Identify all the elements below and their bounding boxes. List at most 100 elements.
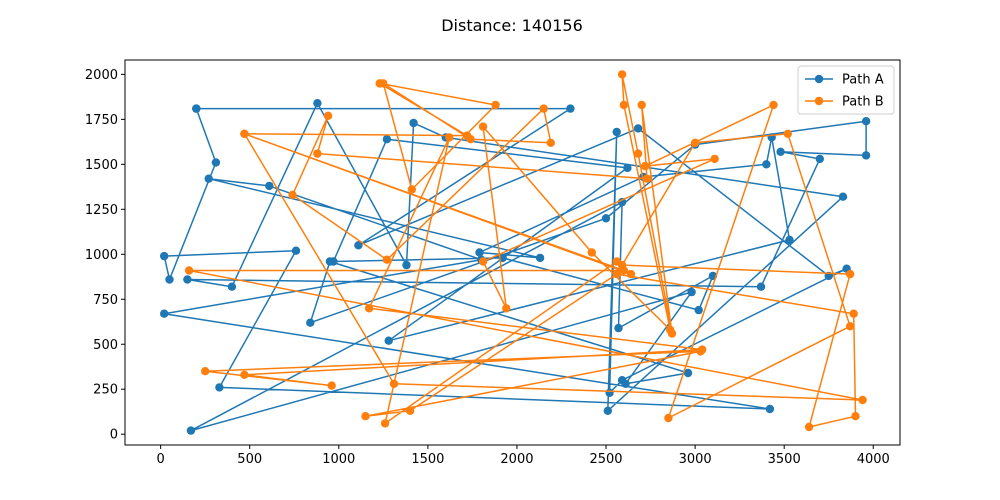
data-point: [265, 181, 274, 191]
data-point: [698, 345, 707, 354]
legend-label: Path A: [842, 73, 884, 88]
data-point: [710, 154, 719, 164]
data-point: [605, 388, 614, 397]
data-point: [861, 151, 871, 160]
data-point: [765, 404, 775, 414]
data-point: [165, 275, 174, 284]
data-point: [617, 70, 627, 79]
series-b: [184, 70, 867, 432]
data-point: [364, 304, 374, 313]
data-point: [535, 253, 545, 263]
legend-label: Path B: [842, 95, 884, 110]
data-point: [614, 323, 623, 333]
y-axis: 0 250 500 750 1000 1250 1500 1750 2000: [85, 68, 125, 443]
data-point: [861, 117, 871, 126]
y-tick-label: 250: [93, 383, 118, 398]
data-point: [382, 135, 392, 144]
data-point: [612, 269, 621, 279]
data-point: [478, 122, 488, 131]
data-point: [641, 161, 650, 171]
x-tick-label: 500: [237, 452, 262, 467]
data-point: [313, 149, 322, 158]
data-point: [409, 118, 418, 128]
data-point: [389, 379, 399, 388]
y-tick-label: 1500: [85, 158, 118, 173]
series-layer: [160, 70, 871, 435]
data-point: [633, 124, 643, 133]
y-tick-label: 500: [93, 338, 118, 353]
x-tick-label: 0: [156, 452, 164, 467]
data-point: [642, 174, 652, 183]
data-point: [849, 309, 858, 318]
data-point: [478, 257, 488, 266]
data-point: [633, 149, 643, 158]
x-tick-label: 2000: [500, 452, 533, 467]
data-point: [407, 185, 416, 194]
data-point: [566, 104, 575, 113]
data-point: [619, 266, 629, 275]
data-point: [845, 322, 855, 331]
data-point: [288, 190, 297, 200]
data-point: [384, 336, 393, 345]
data-point: [769, 100, 778, 110]
data-point: [160, 309, 169, 318]
data-point: [211, 158, 221, 167]
x-tick-label: 2500: [589, 452, 622, 467]
data-point: [858, 395, 867, 405]
data-point: [621, 379, 630, 388]
data-point: [683, 368, 693, 378]
x-tick-label: 4000: [857, 452, 890, 467]
data-point: [306, 318, 315, 327]
data-point: [637, 100, 646, 110]
data-point: [851, 412, 860, 421]
data-point: [601, 214, 611, 223]
data-point: [184, 266, 194, 275]
x-tick-label: 1500: [411, 452, 444, 467]
x-tick-label: 1000: [322, 452, 355, 467]
data-point: [804, 422, 814, 432]
data-point: [762, 160, 771, 169]
legend-marker: [814, 96, 824, 106]
data-point: [361, 412, 370, 421]
data-point: [815, 154, 824, 164]
data-point: [623, 163, 632, 173]
data-point: [192, 104, 201, 113]
data-point: [838, 192, 848, 201]
data-point: [475, 248, 484, 257]
data-point: [491, 100, 500, 110]
data-point: [329, 257, 338, 266]
data-point: [240, 370, 249, 379]
data-point: [160, 251, 169, 261]
data-point: [502, 304, 511, 313]
data-point: [603, 406, 612, 415]
data-point: [664, 413, 673, 423]
chart-title: Distance: 140156: [441, 16, 583, 35]
data-point: [612, 127, 621, 137]
y-tick-label: 750: [93, 293, 118, 308]
data-point: [323, 111, 333, 121]
series-line: [163, 102, 867, 432]
data-point: [183, 275, 192, 284]
data-point: [462, 131, 472, 140]
data-point: [380, 419, 390, 428]
data-point: [619, 100, 629, 110]
data-point: [382, 255, 392, 264]
data-point: [687, 287, 696, 297]
data-point: [445, 133, 454, 142]
data-point: [612, 257, 621, 266]
data-point: [756, 282, 766, 291]
data-point: [402, 260, 411, 270]
data-point: [587, 248, 596, 257]
data-point: [240, 129, 249, 138]
data-point: [626, 269, 636, 279]
data-point: [783, 129, 792, 138]
x-tick-label: 3500: [768, 452, 801, 467]
data-point: [215, 383, 224, 392]
data-point: [227, 282, 237, 291]
data-point: [313, 99, 322, 108]
data-point: [375, 79, 384, 88]
data-point: [327, 381, 336, 390]
x-axis: 0 500 1000 1500 2000 2500 3000 3500 4000: [156, 445, 890, 467]
data-point: [201, 367, 210, 376]
